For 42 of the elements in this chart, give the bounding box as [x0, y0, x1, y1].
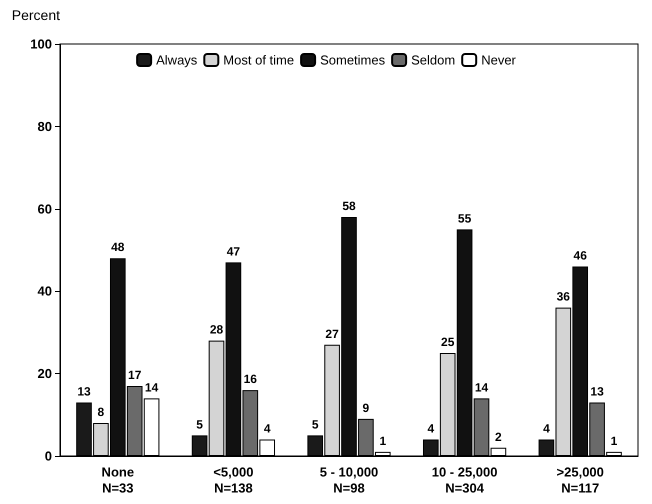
data-label: 17 — [128, 368, 142, 382]
data-label: 4 — [427, 422, 434, 436]
legend-label: Sometimes — [320, 52, 386, 68]
y-tick-label: 100 — [30, 36, 52, 52]
data-label: 46 — [574, 248, 588, 262]
x-tick-label: None N=33 — [102, 464, 134, 496]
legend-label: Always — [156, 52, 198, 68]
data-label: 13 — [590, 384, 604, 398]
data-label: 4 — [264, 422, 271, 436]
data-label: 1 — [379, 434, 386, 448]
data-label: 13 — [77, 384, 91, 398]
data-label: 5 — [312, 417, 319, 432]
data-label: 36 — [556, 290, 570, 304]
data-label: 9 — [362, 400, 370, 415]
data-label: 16 — [244, 372, 258, 386]
data-label: 25 — [441, 335, 455, 349]
data-label: 1 — [610, 434, 618, 448]
x-tick-label: >25,000 N=117 — [556, 464, 604, 496]
data-label: 4 — [543, 422, 550, 436]
data-label: 28 — [210, 322, 224, 337]
data-label: 27 — [325, 326, 340, 341]
legend-label: Most of time — [223, 52, 294, 68]
legend-label: Never — [481, 52, 517, 68]
data-label: 58 — [342, 199, 356, 214]
data-label: 47 — [226, 244, 240, 258]
y-tick-label: 80 — [38, 118, 52, 134]
y-tick-label: 0 — [44, 448, 52, 464]
data-label: 48 — [111, 240, 125, 254]
y-axis-title: Percent — [12, 7, 60, 23]
legend-label: Seldom — [411, 52, 456, 68]
y-tick-label: 40 — [38, 284, 52, 299]
x-tick-label: 10 - 25,000 N=304 — [432, 464, 498, 496]
y-tick-label: 20 — [38, 366, 52, 382]
data-label: 14 — [144, 380, 159, 394]
x-tick-label: <5,000 N=138 — [213, 464, 254, 496]
x-tick-label: 5 - 10,000 N=98 — [320, 464, 378, 496]
y-tick-label: 60 — [38, 201, 52, 216]
data-label: 14 — [474, 380, 488, 394]
data-label: 55 — [458, 211, 472, 226]
data-label: 8 — [98, 405, 105, 420]
data-label: 2 — [495, 430, 502, 444]
data-label: 5 — [196, 417, 204, 432]
